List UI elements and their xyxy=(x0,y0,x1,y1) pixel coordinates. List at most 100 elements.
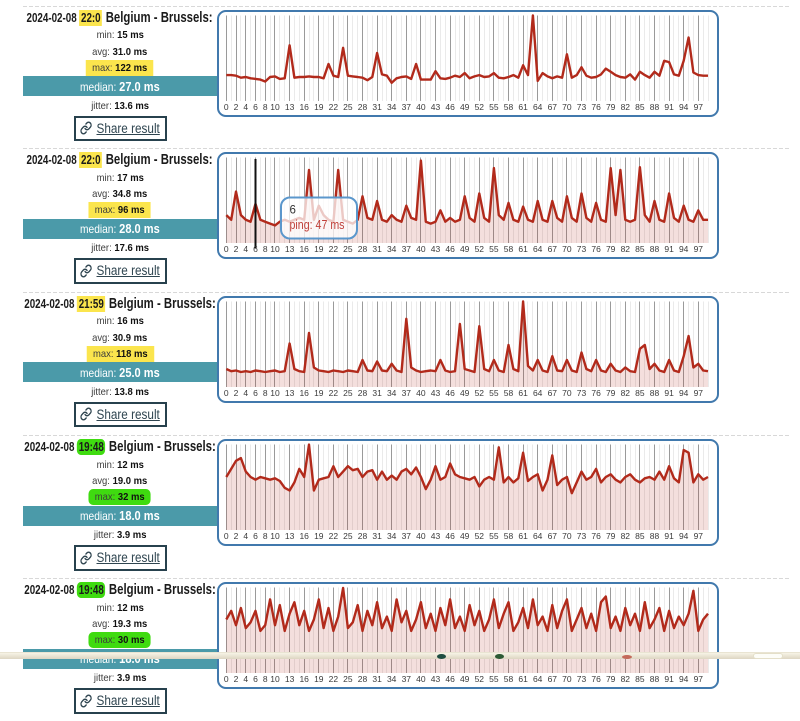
svg-text:97: 97 xyxy=(694,674,704,684)
svg-text:43: 43 xyxy=(431,674,441,684)
svg-text:82: 82 xyxy=(621,674,631,684)
svg-text:31: 31 xyxy=(372,102,382,112)
svg-text:2: 2 xyxy=(234,244,239,254)
svg-text:82: 82 xyxy=(621,244,631,254)
svg-text:28: 28 xyxy=(358,531,368,541)
svg-text:94: 94 xyxy=(679,388,689,398)
svg-text:16: 16 xyxy=(299,388,309,398)
svg-text:58: 58 xyxy=(504,674,514,684)
svg-text:76: 76 xyxy=(591,388,601,398)
svg-text:58: 58 xyxy=(504,388,514,398)
svg-text:58: 58 xyxy=(504,531,514,541)
svg-text:91: 91 xyxy=(664,244,674,254)
svg-text:58: 58 xyxy=(504,102,514,112)
svg-text:79: 79 xyxy=(606,531,616,541)
svg-text:31: 31 xyxy=(372,388,382,398)
svg-text:2: 2 xyxy=(234,674,239,684)
svg-text:64: 64 xyxy=(533,388,543,398)
svg-text:73: 73 xyxy=(577,244,587,254)
svg-text:0: 0 xyxy=(224,244,229,254)
svg-text:16: 16 xyxy=(299,244,309,254)
svg-text:91: 91 xyxy=(664,102,674,112)
svg-text:40: 40 xyxy=(416,531,426,541)
svg-text:34: 34 xyxy=(387,102,397,112)
svg-text:43: 43 xyxy=(431,244,441,254)
svg-text:25: 25 xyxy=(343,531,353,541)
svg-text:10: 10 xyxy=(270,531,280,541)
svg-text:49: 49 xyxy=(460,244,470,254)
svg-text:94: 94 xyxy=(679,531,689,541)
svg-text:13: 13 xyxy=(285,674,295,684)
svg-text:91: 91 xyxy=(664,531,674,541)
svg-text:8: 8 xyxy=(263,102,268,112)
svg-text:82: 82 xyxy=(621,531,631,541)
svg-text:19: 19 xyxy=(314,531,324,541)
svg-text:49: 49 xyxy=(460,531,470,541)
svg-text:6: 6 xyxy=(253,244,258,254)
svg-text:97: 97 xyxy=(694,244,704,254)
svg-text:70: 70 xyxy=(562,388,572,398)
svg-text:97: 97 xyxy=(694,388,704,398)
svg-text:61: 61 xyxy=(518,531,528,541)
svg-text:22: 22 xyxy=(329,388,339,398)
svg-text:58: 58 xyxy=(504,244,514,254)
svg-text:61: 61 xyxy=(518,388,528,398)
svg-text:49: 49 xyxy=(460,388,470,398)
svg-text:13: 13 xyxy=(285,102,295,112)
svg-text:52: 52 xyxy=(475,102,485,112)
svg-text:52: 52 xyxy=(475,388,485,398)
svg-text:88: 88 xyxy=(650,674,660,684)
svg-text:37: 37 xyxy=(402,388,412,398)
svg-text:55: 55 xyxy=(489,102,499,112)
svg-text:19: 19 xyxy=(314,102,324,112)
svg-text:88: 88 xyxy=(650,531,660,541)
svg-text:13: 13 xyxy=(285,388,295,398)
svg-text:8: 8 xyxy=(263,388,268,398)
svg-text:37: 37 xyxy=(402,674,412,684)
svg-text:67: 67 xyxy=(548,674,558,684)
svg-text:85: 85 xyxy=(635,388,645,398)
svg-text:73: 73 xyxy=(577,674,587,684)
svg-text:76: 76 xyxy=(591,531,601,541)
svg-text:76: 76 xyxy=(591,674,601,684)
svg-text:67: 67 xyxy=(548,102,558,112)
svg-text:8: 8 xyxy=(263,674,268,684)
svg-text:6: 6 xyxy=(253,674,258,684)
svg-text:64: 64 xyxy=(533,102,543,112)
svg-text:4: 4 xyxy=(243,102,248,112)
svg-text:82: 82 xyxy=(621,388,631,398)
svg-text:10: 10 xyxy=(270,102,280,112)
svg-text:34: 34 xyxy=(387,244,397,254)
svg-text:6: 6 xyxy=(253,531,258,541)
svg-text:97: 97 xyxy=(694,531,704,541)
svg-text:28: 28 xyxy=(358,674,368,684)
svg-text:91: 91 xyxy=(664,674,674,684)
svg-text:34: 34 xyxy=(387,674,397,684)
svg-text:52: 52 xyxy=(475,531,485,541)
svg-text:2: 2 xyxy=(234,388,239,398)
svg-text:73: 73 xyxy=(577,388,587,398)
svg-text:85: 85 xyxy=(635,244,645,254)
svg-text:37: 37 xyxy=(402,102,412,112)
svg-text:64: 64 xyxy=(533,244,543,254)
svg-text:22: 22 xyxy=(329,531,339,541)
svg-text:61: 61 xyxy=(518,674,528,684)
svg-text:25: 25 xyxy=(343,102,353,112)
svg-text:46: 46 xyxy=(445,674,455,684)
svg-text:16: 16 xyxy=(299,531,309,541)
svg-text:43: 43 xyxy=(431,531,441,541)
svg-text:52: 52 xyxy=(475,244,485,254)
svg-text:31: 31 xyxy=(372,531,382,541)
svg-text:22: 22 xyxy=(329,674,339,684)
svg-text:85: 85 xyxy=(635,674,645,684)
svg-text:8: 8 xyxy=(263,244,268,254)
svg-text:61: 61 xyxy=(518,244,528,254)
svg-text:43: 43 xyxy=(431,388,441,398)
svg-text:16: 16 xyxy=(299,674,309,684)
svg-text:2: 2 xyxy=(234,531,239,541)
svg-text:31: 31 xyxy=(372,244,382,254)
svg-text:25: 25 xyxy=(343,674,353,684)
svg-text:70: 70 xyxy=(562,531,572,541)
svg-text:19: 19 xyxy=(314,388,324,398)
svg-text:40: 40 xyxy=(416,244,426,254)
